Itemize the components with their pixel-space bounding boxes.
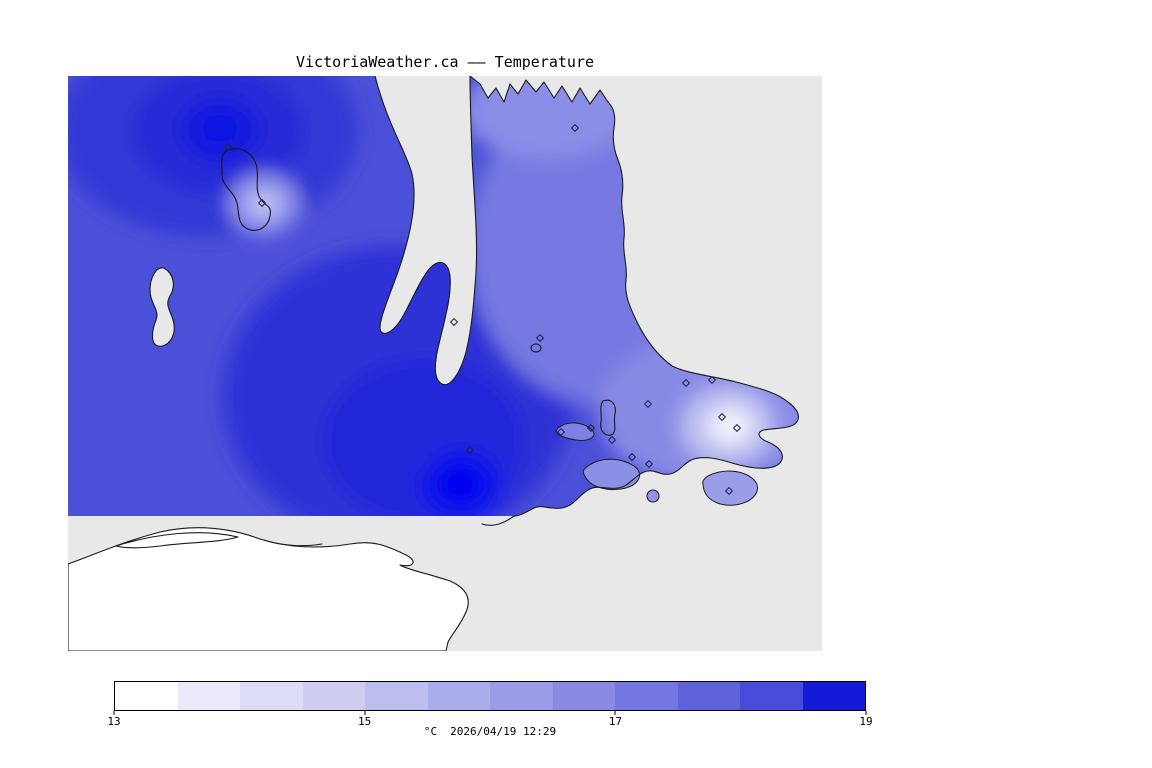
lake-outline-north: [221, 148, 271, 231]
colorbar-segment: [802, 682, 865, 710]
station-marker: [570, 123, 580, 133]
colorbar-tickmark: [865, 711, 867, 715]
saanich-inlet-coastline: [374, 76, 478, 386]
station-marker: [707, 375, 717, 385]
page-title: VictoriaWeather.ca –– Temperature: [295, 53, 594, 71]
colorbar-tickmark: [614, 711, 616, 715]
colorbar-segment: [427, 682, 490, 710]
station-marker: [465, 445, 475, 455]
station-marker: [717, 412, 727, 422]
colorbar-tick-label: 15: [358, 715, 372, 728]
colorbar-segment: [240, 682, 303, 710]
station-marker: [257, 198, 267, 208]
colorbar-segment: [552, 682, 615, 710]
islands: [556, 422, 758, 506]
station-marker: [556, 427, 566, 437]
shore-detail: [263, 539, 323, 547]
olympic-peninsula: [68, 527, 469, 651]
colorbar-segment: [740, 682, 803, 710]
timestamp: 2026/04/19 12:29: [450, 725, 557, 738]
small-lake-outline: [530, 343, 542, 353]
peninsula-coastline: [469, 76, 799, 526]
colorbar-segment: [177, 682, 240, 710]
colorbar-ticks: 13 15 17 19: [107, 711, 873, 733]
colorbar-tickmark: [113, 711, 115, 715]
dungeness-spit: [115, 532, 239, 549]
colorbar-unit-label: °C: [423, 725, 438, 738]
colorbar-segment: [615, 682, 678, 710]
station-marker: [643, 399, 653, 409]
colorbar-caption: °C 2026/04/19 12:29: [114, 725, 866, 738]
temperature-map: [68, 76, 822, 651]
colorbar-tick-label: 19: [859, 715, 873, 728]
colorbar-tick-label: 13: [107, 715, 121, 728]
station-marker: [586, 423, 596, 433]
station-marker: [535, 333, 545, 343]
colorbar-segment: [490, 682, 553, 710]
station-marker: [644, 459, 654, 469]
coastlines: [149, 76, 799, 526]
colorbar-segment: [365, 682, 428, 710]
colorbar: 13 15 17 19 °C 2026/04/19 12:29: [107, 681, 873, 745]
colorbar-tickmark: [364, 711, 366, 715]
colorbar-gradient: [114, 681, 866, 711]
station-marker: [681, 378, 691, 388]
colorbar-segment: [677, 682, 740, 710]
station-marker: [223, 142, 233, 152]
colorbar-tick-label: 17: [608, 715, 622, 728]
station-marker: [724, 486, 734, 496]
colorbar-segment: [115, 682, 178, 710]
station-markers: [223, 123, 742, 496]
temperature-field-svg: [68, 76, 822, 651]
station-marker: [627, 452, 637, 462]
station-marker: [607, 435, 617, 445]
lake-outline-west: [149, 267, 175, 347]
elk-lake-outline: [600, 399, 616, 436]
station-marker: [732, 423, 742, 433]
colorbar-segment: [302, 682, 365, 710]
station-marker: [449, 317, 459, 327]
